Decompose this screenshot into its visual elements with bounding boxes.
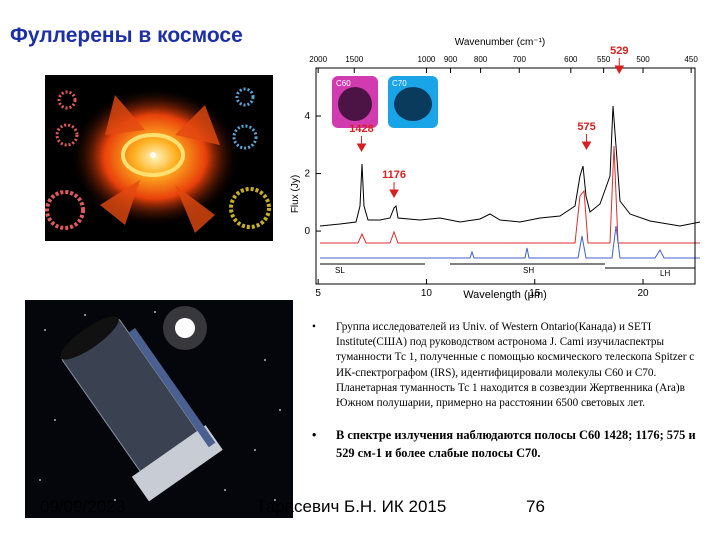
bullet-text: Группа исследователей из Univ. of Wester…	[336, 321, 695, 410]
y-axis-label: Flux (Jy)	[290, 175, 301, 213]
bullet: • В спектре излучения наблюдаются полосы …	[312, 426, 707, 462]
y-tick-label: 2	[304, 169, 310, 180]
top-tick-label: 500	[636, 55, 650, 64]
peak-label: 529	[610, 45, 628, 57]
spectrum-chart: Wavenumber (cm⁻¹) Wavelength (μm) Flux (…	[290, 37, 701, 301]
top-axis-label: Wavenumber (cm⁻¹)	[455, 37, 545, 48]
module-label: LH	[660, 269, 670, 278]
bullet-text: В спектре излучения наблюдаются полосы С…	[336, 428, 696, 460]
x-tick-label: 10	[421, 288, 433, 299]
y-tick-label: 0	[304, 226, 310, 237]
peak-label: 1176	[382, 169, 406, 181]
footer-author: Тарасевич Б.Н. ИК 2015	[256, 497, 447, 516]
x-tick-label: 15	[529, 288, 541, 299]
y-tick-label: 4	[304, 111, 310, 122]
top-tick-label: 550	[597, 55, 611, 64]
c70-molecule	[394, 87, 432, 121]
bullet: • Группа исследователей из Univ. of Weste…	[312, 320, 707, 411]
module-label: SL	[335, 266, 345, 275]
telescope-image	[25, 300, 293, 518]
peak-arrow	[356, 136, 367, 153]
top-tick-label: 1000	[418, 55, 436, 64]
inset-label: C70	[392, 79, 407, 88]
peak-arrow	[389, 182, 399, 199]
module-label: SH	[523, 266, 534, 275]
footer-page: 76	[526, 497, 545, 516]
c60-model	[320, 145, 700, 244]
x-axis-label: Wavelength (μm)	[463, 289, 547, 301]
inset-label: C60	[336, 79, 351, 88]
x-tick-label: 20	[637, 288, 649, 299]
footer-date: 09/09/2023	[40, 497, 126, 516]
top-tick-label: 900	[444, 55, 458, 64]
top-tick-label: 600	[564, 55, 578, 64]
c70-model	[320, 225, 700, 259]
top-tick-label: 700	[513, 55, 527, 64]
peak-label: 1428	[349, 123, 373, 135]
top-tick-label: 800	[474, 55, 488, 64]
plot-frame	[315, 67, 696, 285]
top-tick-label: 1500	[345, 55, 363, 64]
peak-arrow	[581, 134, 592, 151]
top-tick-label: 450	[684, 55, 698, 64]
top-tick-label: 2000	[309, 55, 327, 64]
peak-label: 575	[577, 121, 595, 133]
slide-title: Фуллерены в космосе	[10, 24, 243, 47]
observed-spectrum	[319, 105, 701, 227]
peak-arrow	[614, 58, 625, 75]
x-tick-label: 5	[315, 288, 321, 299]
nebula-image	[45, 75, 273, 241]
c60-molecule	[338, 87, 372, 121]
